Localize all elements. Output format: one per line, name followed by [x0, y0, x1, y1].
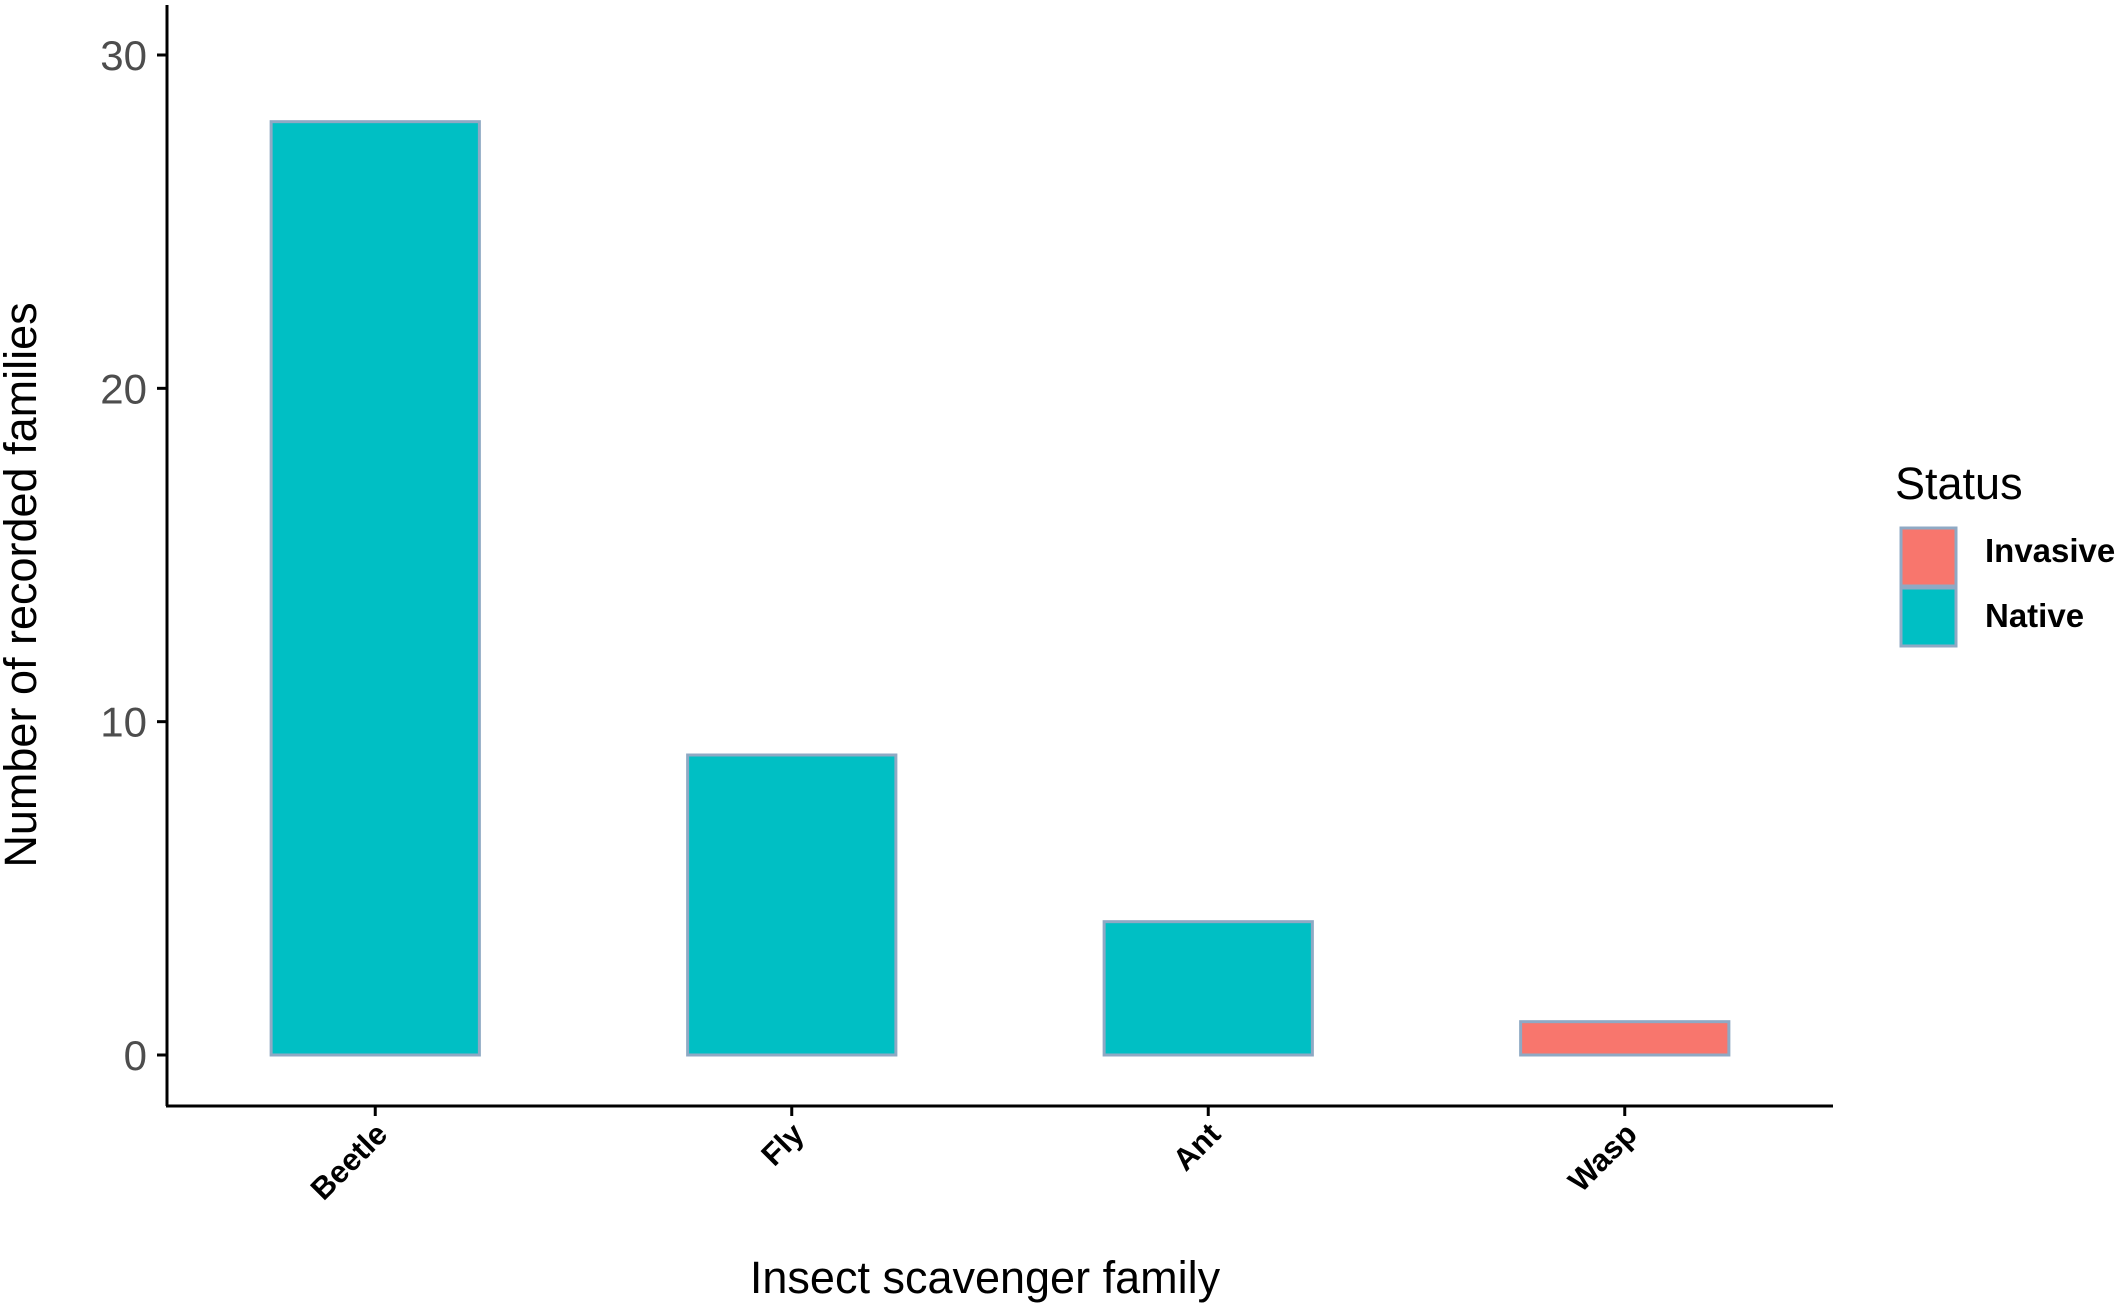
x-tick-label-wasp: Wasp	[1561, 1116, 1643, 1198]
y-tick-label-30: 30	[100, 32, 147, 79]
bar-wasp	[1519, 1020, 1731, 1057]
legend: Status Invasive Native	[1895, 458, 2115, 648]
y-axis-title: Number of recorded families	[0, 302, 46, 867]
bar-fly	[686, 753, 898, 1057]
bar-beetle	[269, 120, 481, 1057]
legend-label-native: Native	[1985, 597, 2084, 634]
legend-title: Status	[1895, 458, 2023, 509]
x-ticks-group: Beetle Fly Ant Wasp	[304, 1106, 1644, 1207]
x-axis-title: Insect scavenger family	[750, 1252, 1221, 1303]
x-tick-label-beetle: Beetle	[304, 1116, 395, 1207]
legend-label-invasive: Invasive	[1985, 532, 2115, 569]
y-tick-label-20: 20	[100, 365, 147, 412]
x-tick-label-ant: Ant	[1166, 1116, 1227, 1177]
y-ticks-group: 0 10 20 30	[100, 32, 167, 1079]
y-tick-label-0: 0	[124, 1032, 147, 1079]
legend-swatch-native	[1899, 586, 1958, 648]
bar-ant	[1102, 920, 1314, 1057]
bars-group	[269, 120, 1731, 1057]
legend-swatch-invasive	[1899, 526, 1958, 588]
x-tick-label-fly: Fly	[754, 1116, 811, 1173]
y-tick-label-10: 10	[100, 699, 147, 746]
